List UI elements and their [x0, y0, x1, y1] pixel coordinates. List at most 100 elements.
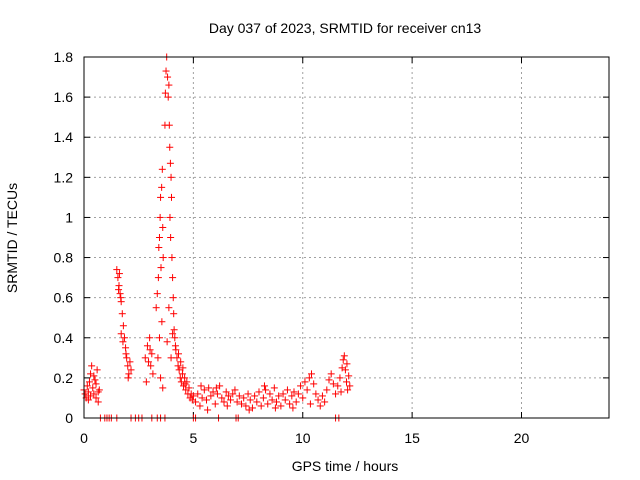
data-point	[185, 384, 193, 392]
data-point	[158, 318, 166, 326]
data-point	[196, 402, 204, 410]
data-point	[244, 390, 252, 398]
data-point	[259, 394, 267, 402]
data-point	[155, 334, 163, 342]
y-tick-label: 0.6	[54, 290, 74, 306]
data-point	[179, 364, 187, 372]
data-point	[115, 286, 123, 294]
data-point	[299, 394, 307, 402]
data-point	[339, 356, 347, 364]
data-point	[177, 358, 185, 366]
data-point	[286, 400, 294, 408]
data-point	[149, 370, 157, 378]
data-point	[155, 234, 163, 241]
data-point	[119, 322, 127, 330]
data-point	[334, 382, 342, 390]
data-point	[166, 159, 174, 167]
y-tick-label: 1.6	[54, 89, 74, 105]
data-point	[277, 402, 285, 410]
y-tick-label: 0	[65, 410, 73, 426]
data-point	[118, 310, 126, 318]
data-point	[154, 274, 162, 282]
data-point	[341, 366, 349, 374]
data-point	[343, 360, 351, 368]
data-point	[161, 89, 169, 97]
data-point	[318, 392, 326, 400]
x-tick-label: 5	[189, 430, 197, 446]
data-point	[264, 400, 272, 408]
data-point	[255, 388, 263, 396]
data-point	[170, 326, 178, 334]
data-point	[246, 396, 254, 404]
data-point	[222, 388, 230, 396]
data-point	[198, 394, 206, 402]
data-point	[253, 398, 261, 406]
data-point	[294, 390, 302, 398]
data-point	[329, 380, 337, 388]
data-point	[91, 376, 99, 384]
data-point	[340, 352, 348, 360]
data-point	[113, 266, 121, 274]
data-point	[343, 378, 350, 386]
data-point	[123, 354, 131, 362]
data-point	[157, 374, 165, 382]
data-point	[122, 350, 130, 358]
data-point	[154, 354, 162, 362]
data-point	[238, 400, 245, 408]
data-point	[316, 402, 324, 410]
data-point	[148, 350, 156, 358]
data-point	[173, 354, 181, 362]
data-point	[117, 330, 125, 338]
data-point	[262, 386, 270, 394]
data-point	[270, 384, 278, 392]
data-point	[164, 93, 172, 101]
data-point	[213, 390, 221, 398]
data-point	[143, 342, 151, 350]
data-point	[220, 398, 228, 406]
data-point	[211, 400, 219, 408]
data-point	[189, 392, 197, 400]
data-point	[181, 380, 189, 388]
y-axis-label: SRMTID / TECUs	[4, 183, 20, 293]
data-point	[312, 390, 320, 398]
data-point	[197, 382, 205, 390]
data-point	[89, 384, 97, 392]
data-point	[165, 304, 173, 312]
data-point	[126, 358, 134, 366]
data-point	[281, 396, 289, 404]
data-point	[170, 310, 178, 318]
data-point	[119, 338, 127, 346]
data-point	[125, 370, 133, 378]
data-point	[124, 362, 132, 370]
data-point	[240, 394, 248, 402]
data-point	[174, 362, 182, 370]
data-point	[83, 382, 91, 390]
x-tick-label: 15	[404, 430, 420, 446]
data-point	[235, 392, 243, 400]
data-point	[122, 344, 130, 352]
data-point	[260, 382, 268, 390]
data-point	[168, 193, 175, 201]
data-point	[169, 274, 177, 282]
y-tick-label: 1	[65, 209, 73, 225]
data-point	[327, 370, 335, 378]
data-point	[297, 382, 305, 390]
data-point	[169, 294, 177, 302]
y-tick-label: 0.8	[54, 250, 74, 266]
data-point	[164, 73, 172, 81]
data-point	[84, 396, 92, 404]
data-point	[168, 254, 176, 262]
data-point	[94, 398, 102, 406]
data-point	[194, 390, 202, 398]
data-point	[157, 264, 165, 272]
data-point	[167, 234, 175, 241]
data-point	[87, 392, 95, 400]
data-point	[165, 121, 173, 129]
data-point	[306, 400, 314, 408]
y-tick-label: 0.2	[54, 370, 74, 386]
data-point	[147, 362, 155, 370]
data-point	[207, 392, 215, 400]
data-point	[162, 67, 170, 75]
data-point	[218, 394, 226, 402]
